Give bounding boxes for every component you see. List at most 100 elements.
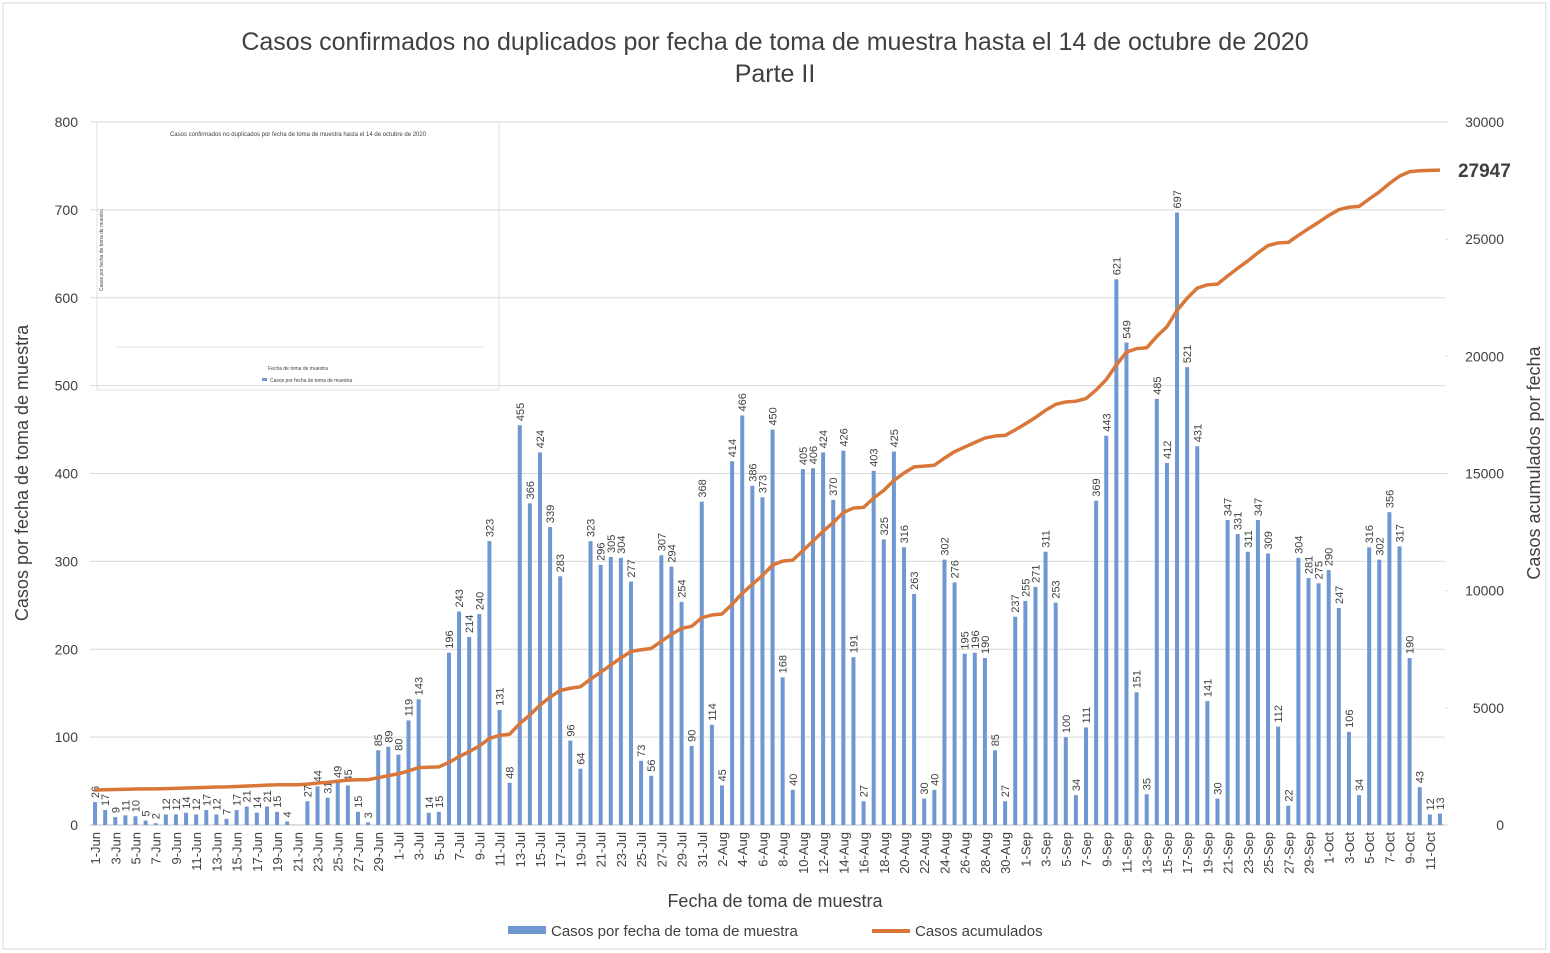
x-tick-label: 23-Sep bbox=[1241, 832, 1256, 874]
x-tick-label: 11-Sep bbox=[1119, 832, 1134, 873]
bar bbox=[1255, 520, 1260, 825]
bar bbox=[285, 821, 290, 825]
x-tick-label: 3-Jul bbox=[412, 832, 427, 860]
bar-value-label: 323 bbox=[484, 519, 496, 537]
x-tick-label: 27-Sep bbox=[1281, 832, 1296, 874]
bar-value-label: 191 bbox=[848, 635, 860, 653]
bar-value-label: 17 bbox=[232, 794, 244, 806]
bar-value-label: 356 bbox=[1384, 490, 1396, 508]
x-tick-label: 7-Oct bbox=[1382, 832, 1397, 864]
bar-value-label: 5 bbox=[141, 810, 153, 816]
bar bbox=[841, 450, 846, 825]
bar-value-label: 168 bbox=[778, 655, 790, 673]
y-tick-label: 200 bbox=[55, 641, 79, 657]
bar-value-label: 277 bbox=[626, 559, 638, 577]
bar bbox=[487, 541, 492, 825]
bar-value-label: 240 bbox=[474, 592, 486, 610]
bar bbox=[800, 469, 805, 825]
bar bbox=[315, 786, 320, 825]
bar-value-label: 11 bbox=[120, 800, 132, 811]
x-tick-label: 11-Jul bbox=[493, 832, 508, 867]
bar-value-label: 254 bbox=[677, 579, 689, 597]
bar bbox=[588, 541, 593, 825]
bar-value-label: 12 bbox=[171, 798, 183, 810]
bar-value-label: 48 bbox=[505, 767, 517, 779]
bar-value-label: 347 bbox=[1253, 498, 1265, 516]
chart-title: Casos confirmados no duplicados por fech… bbox=[241, 28, 1308, 56]
bar-value-label: 405 bbox=[798, 447, 810, 465]
bar-value-label: 305 bbox=[606, 535, 618, 553]
bar bbox=[1114, 279, 1119, 825]
bar bbox=[1276, 726, 1281, 825]
bar bbox=[416, 699, 421, 825]
bar-value-label: 403 bbox=[869, 449, 881, 467]
bar bbox=[264, 806, 269, 825]
bar-value-label: 45 bbox=[717, 769, 729, 781]
x-tick-label: 15-Sep bbox=[1160, 832, 1175, 874]
bar bbox=[750, 485, 755, 825]
bar bbox=[477, 614, 482, 825]
bar-value-label: 485 bbox=[1152, 376, 1164, 394]
x-tick-label: 4-Aug bbox=[735, 832, 750, 867]
bar bbox=[1013, 616, 1018, 825]
bar bbox=[558, 576, 563, 825]
bar bbox=[1195, 446, 1200, 825]
bar-value-label: 35 bbox=[1142, 778, 1154, 790]
bar bbox=[639, 760, 644, 825]
x-tick-label: 9-Sep bbox=[1099, 832, 1114, 867]
bar-value-label: 43 bbox=[1415, 771, 1427, 783]
x-tick-label: 24-Aug bbox=[937, 832, 952, 874]
bar bbox=[93, 802, 98, 825]
x-tick-label: 27-Jun bbox=[351, 832, 366, 872]
x-tick-label: 8-Aug bbox=[776, 832, 791, 867]
bar bbox=[770, 429, 775, 825]
bar bbox=[133, 816, 138, 825]
x-tick-label: 17-Jul bbox=[553, 832, 568, 868]
bar-value-label: 697 bbox=[1172, 190, 1184, 208]
x-axis-title: Fecha de toma de muestra bbox=[667, 891, 883, 911]
bar-value-label: 44 bbox=[313, 770, 325, 782]
bar-value-label: 85 bbox=[373, 734, 385, 746]
bar bbox=[1225, 520, 1230, 825]
bar bbox=[143, 820, 148, 825]
bar bbox=[305, 801, 310, 825]
bar bbox=[467, 636, 472, 825]
bar-value-label: 151 bbox=[1132, 670, 1144, 688]
x-tick-label: 13-Jun bbox=[209, 832, 224, 872]
bar bbox=[1235, 534, 1240, 825]
bar bbox=[345, 785, 350, 825]
y2-tick-label: 10000 bbox=[1465, 583, 1504, 599]
bar bbox=[153, 823, 158, 825]
bar-value-label: 141 bbox=[1202, 679, 1214, 697]
bar-value-label: 455 bbox=[515, 403, 527, 421]
x-tick-label: 21-Sep bbox=[1221, 832, 1236, 874]
bar bbox=[1326, 570, 1331, 825]
bar bbox=[1164, 462, 1169, 825]
cumulative-line bbox=[94, 168, 1440, 792]
bar bbox=[1185, 367, 1190, 825]
bar-value-label: 89 bbox=[383, 731, 395, 743]
bar bbox=[163, 814, 168, 825]
bar bbox=[325, 797, 330, 825]
bar-value-label: 49 bbox=[333, 766, 345, 778]
bar bbox=[275, 811, 280, 825]
bar bbox=[962, 653, 967, 825]
bar bbox=[1427, 814, 1432, 825]
bar-value-label: 373 bbox=[757, 475, 769, 493]
bar-value-label: 196 bbox=[970, 630, 982, 648]
bar-value-label: 323 bbox=[586, 519, 598, 537]
x-tick-label: 17-Jun bbox=[250, 832, 265, 872]
bar-value-label: 15 bbox=[272, 796, 284, 808]
x-tick-label: 31-Jul bbox=[695, 832, 710, 868]
bar bbox=[659, 555, 664, 825]
x-tick-label: 17-Sep bbox=[1180, 832, 1195, 874]
y-tick-label: 300 bbox=[55, 553, 79, 569]
bar bbox=[436, 811, 441, 825]
x-tick-label: 26-Aug bbox=[958, 832, 973, 874]
bar bbox=[993, 750, 998, 825]
bar-value-label: 311 bbox=[1041, 530, 1053, 548]
bar-value-label: 106 bbox=[1344, 709, 1356, 727]
bar-value-label: 302 bbox=[939, 537, 951, 555]
bar-value-label: 549 bbox=[1121, 320, 1133, 338]
